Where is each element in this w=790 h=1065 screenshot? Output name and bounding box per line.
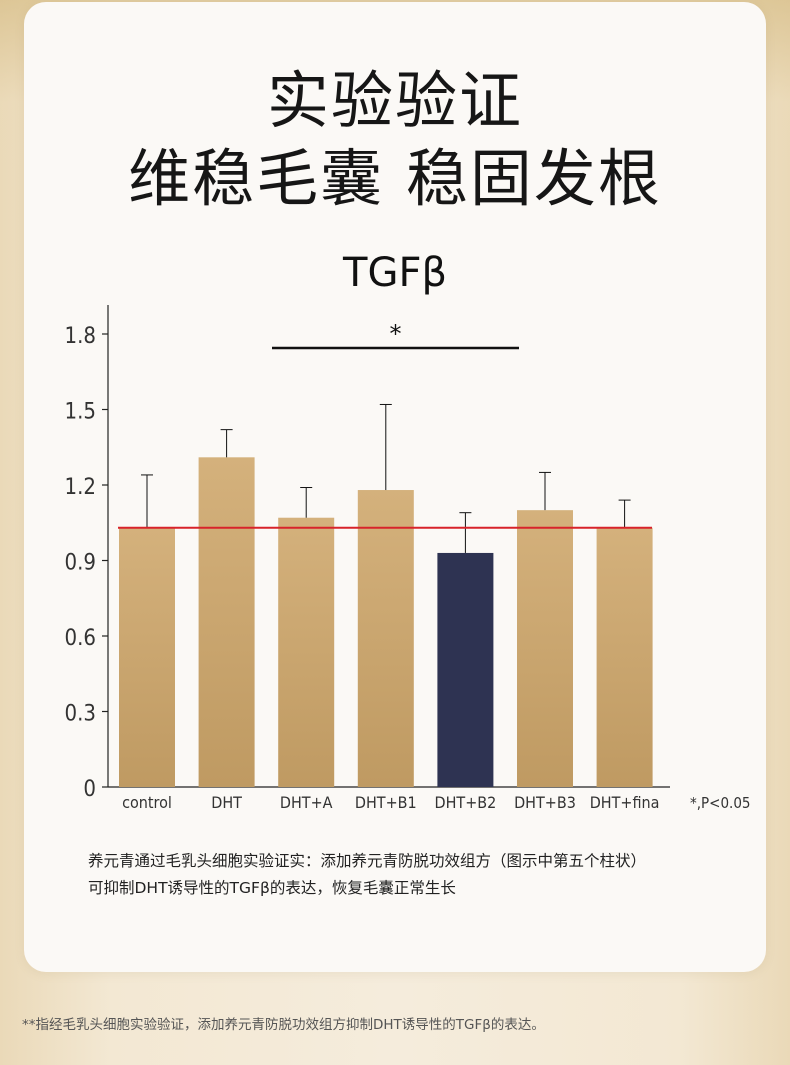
- x-tick-label: control: [122, 793, 172, 812]
- x-tick-label: DHT: [211, 793, 242, 812]
- x-tick-label: DHT+fina: [590, 793, 660, 812]
- chart-title: TGFβ: [343, 250, 447, 296]
- bar-DHT: [198, 457, 255, 787]
- bar-chart: 0 0.3 0.6 0.9 1.2 1.5 1.8 control DHT DHT+A DHT+B1…: [65, 305, 751, 812]
- footnote: **指经毛乳头细胞实验验证，添加养元青防脱功效组方抑制DHT诱导性的TGFβ的表…: [22, 1017, 545, 1033]
- y-tick-label: 0: [83, 777, 96, 802]
- bar-DHT+A: [278, 517, 335, 787]
- x-tick-label: DHT+A: [280, 793, 333, 812]
- content-card: [24, 2, 766, 972]
- y-tick-label: 0.9: [65, 551, 96, 576]
- p-value-note: *,P<0.05: [690, 794, 751, 812]
- bar-DHT+B1: [357, 490, 414, 787]
- y-tick-label: 1.2: [65, 475, 96, 500]
- caption-line-1: 养元青通过毛乳头细胞实验证实：添加养元青防脱功效组方（图示中第五个柱状）: [88, 852, 647, 870]
- x-tick-label: DHT+B2: [435, 793, 497, 812]
- bar-DHT+fina: [596, 527, 653, 787]
- x-tick-label: DHT+B1: [355, 793, 417, 812]
- bar-DHT+B3: [517, 510, 573, 787]
- headline-primary: 实验验证: [266, 64, 523, 137]
- y-tick-label: 1.5: [65, 400, 96, 425]
- x-tick-label: DHT+B3: [514, 793, 576, 812]
- y-tick-label: 0.6: [65, 626, 96, 651]
- bar-DHT+B2: [437, 552, 494, 787]
- headline-secondary: 维稳毛囊 稳固发根: [128, 142, 662, 215]
- chart-caption: 养元青通过毛乳头细胞实验证实：添加养元青防脱功效组方（图示中第五个柱状） 可抑制…: [88, 848, 728, 902]
- significance-marker: *: [390, 320, 402, 348]
- caption-line-2: 可抑制DHT诱导性的TGFβ的表达，恢复毛囊正常生长: [88, 879, 456, 897]
- y-tick-label: 1.8: [65, 324, 96, 349]
- bar-control: [119, 527, 175, 787]
- y-tick-label: 0.3: [65, 702, 96, 727]
